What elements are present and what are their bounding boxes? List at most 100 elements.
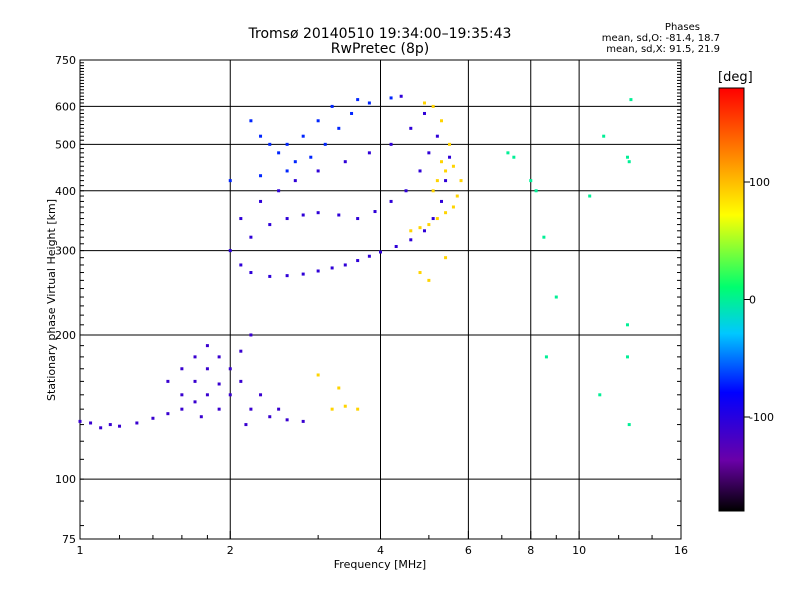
data-point [343,263,347,267]
data-point [389,199,393,203]
data-point [249,235,253,239]
x-tick-label: 2 [227,544,234,557]
data-point [440,160,444,164]
grid-lines [80,60,681,539]
data-point [239,217,243,221]
data-point [337,213,341,217]
data-point [629,98,633,102]
y-tick-label: 300 [55,245,76,258]
data-point [418,169,422,173]
data-point [444,256,448,260]
data-point [625,155,629,159]
data-point [529,179,533,183]
data-point [228,179,232,183]
data-point [285,142,289,146]
data-point [285,217,289,221]
data-point [199,415,203,419]
data-point [451,164,455,168]
data-point [588,194,592,198]
data-point [301,134,305,138]
data-point [330,266,334,270]
data-point [316,169,320,173]
data-point [277,151,281,155]
x-tick-label: 1 [77,544,84,557]
data-point [444,211,448,215]
data-point [285,169,289,173]
data-point [244,423,248,427]
data-point [602,134,606,138]
data-point [625,323,629,327]
x-axis-label: Frequency [MHz] [333,558,427,571]
data-point [431,104,435,108]
chart-title-line1: Tromsø 20140510 19:34:00–19:35:43 [248,26,512,42]
data-point [409,229,413,233]
data-point [409,238,413,242]
data-point [350,111,354,115]
data-point [151,416,155,420]
data-point [534,189,538,193]
data-point [435,217,439,221]
colorbar-tick-label: 0 [749,294,756,307]
data-point [343,404,347,408]
phase-stats-heading: Phases [664,22,700,33]
data-point [268,274,272,278]
data-point [301,213,305,217]
data-point [277,189,281,193]
colorbar-unit-label: [deg] [718,70,753,85]
data-point [193,400,197,404]
data-point [356,217,360,221]
phase-stats-o-mode: mean, sd,O: -81.4, 18.7 [601,33,720,44]
phase-stats-x-mode: mean, sd,X: 91.5, 21.9 [606,44,720,55]
data-point [455,194,459,198]
data-point [166,379,170,383]
colorbar-tick-label: -100 [749,411,774,424]
data-point [379,250,382,254]
data-point [135,421,139,425]
data-point [205,393,209,397]
data-point [356,407,360,411]
data-point [367,254,371,258]
colorbar-ticks: 100 0 -100 [744,176,774,424]
data-point [343,160,347,164]
data-point [448,155,452,159]
data-point [435,179,439,183]
data-point [512,155,516,159]
data-point [409,126,413,130]
data-point [239,349,243,353]
data-point [228,393,232,397]
data-point [542,235,546,239]
data-point [228,367,232,371]
data-point [205,367,209,371]
data-point [367,151,371,155]
data-point [459,179,463,183]
data-point [323,142,327,146]
data-point [356,98,360,102]
data-point [217,355,221,359]
data-point [404,189,408,193]
data-point [554,295,558,299]
data-point [217,407,221,411]
y-tick-label: 100 [55,473,76,486]
x-tick-label: 16 [674,544,688,557]
colorbar [718,87,745,512]
data-point [448,142,452,146]
data-point [544,355,548,359]
data-point [422,229,426,233]
data-point [180,393,184,397]
data-point [118,424,122,428]
data-point [337,126,341,130]
data-point [259,393,263,397]
data-point [293,160,297,164]
data-point [309,155,313,159]
data-point [389,142,393,146]
data-point [285,418,289,422]
data-point [249,119,253,123]
data-point [259,134,263,138]
data-point [89,421,93,425]
y-tick-label: 400 [55,185,76,198]
x-tick-label: 4 [377,544,384,557]
data-point [506,151,510,155]
data-point [180,367,184,371]
x-tick-label: 10 [572,544,586,557]
data-point [285,274,289,278]
